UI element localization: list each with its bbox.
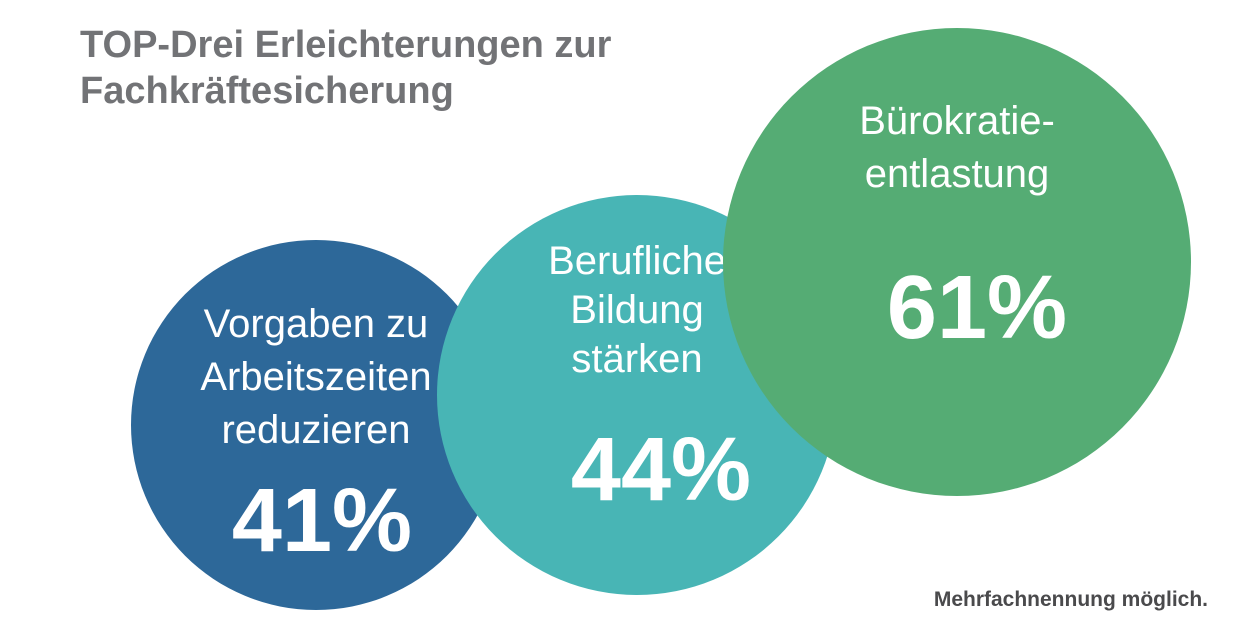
bubble-3: Bürokratie-entlastung 61% bbox=[723, 28, 1191, 496]
chart-title-line-1: TOP-Drei Erleichterungen zur bbox=[80, 24, 612, 66]
bubble-2-label-line-3: stärken bbox=[571, 337, 702, 381]
chart-title: TOP-Drei Erleichterungen zur Fachkräftes… bbox=[80, 22, 611, 114]
bubble-1-label-line-2: Arbeitszeiten bbox=[200, 355, 431, 399]
bubble-circle-1 bbox=[131, 240, 501, 610]
bubble-1-label-line-1: Vorgaben zu bbox=[204, 302, 429, 346]
bubble-3-label-line-2: entlastung bbox=[865, 152, 1050, 196]
bubble-2-label-line-2: Bildung bbox=[570, 288, 703, 332]
bubble-circle-3 bbox=[723, 28, 1191, 496]
footnote: Mehrfachnennung möglich. bbox=[933, 588, 1208, 611]
bubble-1-label-line-3: reduzieren bbox=[221, 408, 410, 452]
bubble-3-label-line-1: Bürokratie- bbox=[859, 99, 1055, 143]
bubble-2-label-line-1: Berufliche bbox=[548, 239, 726, 283]
chart-title-line-2: Fachkräftesicherung bbox=[80, 70, 454, 112]
bubble-1: Vorgaben zu Arbeitszeiten reduzieren 41% bbox=[131, 240, 501, 610]
bubble-2-value: 44% bbox=[571, 420, 751, 520]
bubble-1-value: 41% bbox=[232, 471, 412, 571]
bubble-3-value: 61% bbox=[887, 258, 1067, 358]
